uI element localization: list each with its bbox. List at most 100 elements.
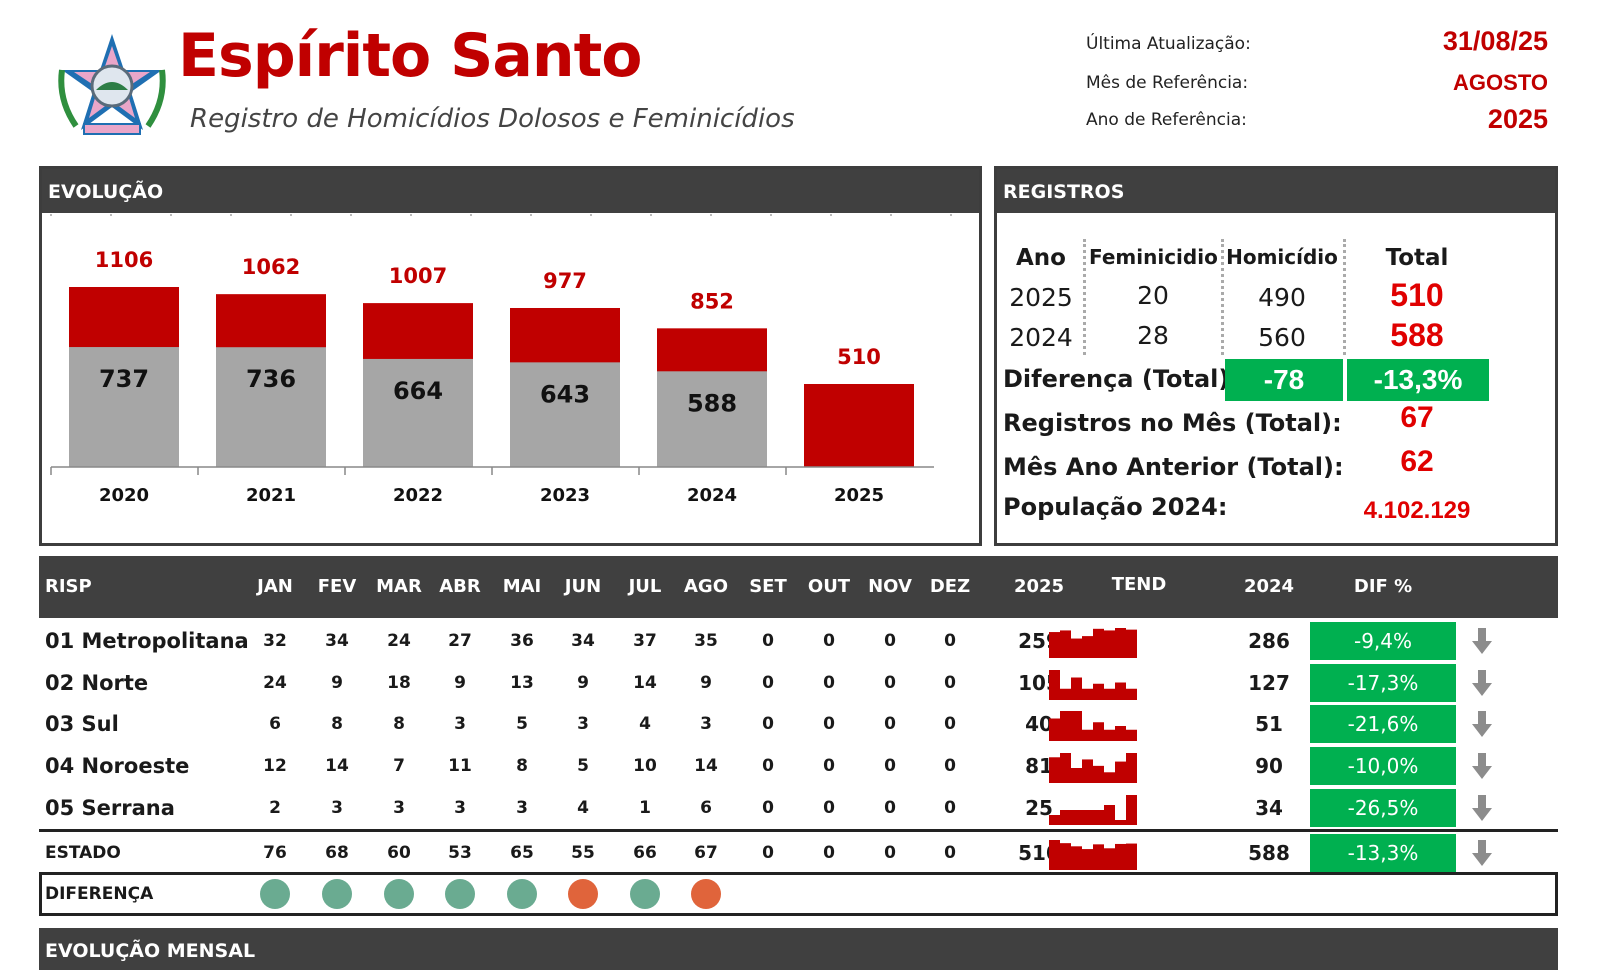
trend-bar: [1115, 628, 1126, 658]
total-2024: 90: [1255, 754, 1283, 778]
month-value: 0: [944, 798, 956, 818]
month-value: 6: [269, 714, 281, 734]
x-tick-label-2022: 2022: [393, 485, 443, 506]
row-2024-feminicidio: 28: [1137, 321, 1169, 350]
month-value: 14: [694, 756, 718, 776]
month-value: 0: [823, 714, 835, 734]
row-2025-ano: 2025: [1009, 283, 1073, 312]
month-value: 60: [387, 843, 411, 863]
difference-row: DIFERENÇA: [39, 872, 1558, 916]
month-value: 0: [823, 843, 835, 863]
month-value: 0: [823, 756, 835, 776]
trend-bar: [1104, 805, 1115, 825]
records-panel: REGISTROS Ano Feminicidio Homicídio Tota…: [994, 166, 1558, 546]
total-2024: 51: [1255, 712, 1283, 736]
month-value: 8: [331, 714, 343, 734]
month-value: 0: [884, 843, 896, 863]
trend-bar: [1071, 711, 1082, 741]
trend-bar: [1082, 636, 1093, 658]
month-value: 76: [263, 843, 287, 863]
down-arrow-icon: [1472, 795, 1492, 821]
month-value: 3: [700, 714, 712, 734]
row-2025-feminicidio: 20: [1137, 281, 1169, 310]
col-header-month-dez: DEZ: [929, 576, 971, 597]
month-value: 11: [448, 756, 472, 776]
month-value: 0: [823, 673, 835, 693]
month-value: 3: [577, 714, 589, 734]
row-name: 01 Metropolitana: [45, 629, 249, 653]
trend-bar: [1060, 711, 1071, 741]
bar-homicide-label-2021: 736: [246, 365, 296, 393]
trend-bar: [1126, 843, 1137, 870]
evolution-panel: EVOLUÇÃO 1106 737 2020 1062 736 2021 1007 664 20…: [39, 166, 982, 546]
down-arrow-icon: [1472, 628, 1492, 654]
col-header-2025: 2025: [1013, 576, 1065, 597]
evolution-bar-chart: 1106 737 2020 1062 736 2021 1007 664 2022 977 643 2…: [50, 214, 970, 506]
trend-bar: [1093, 765, 1104, 783]
col-header-dif: DIF %: [1353, 576, 1413, 597]
down-arrow-icon: [1472, 840, 1492, 866]
month-value: 24: [263, 673, 287, 693]
trend-bar: [1104, 772, 1115, 783]
trend-bar: [1049, 840, 1060, 870]
trend-bar: [1071, 677, 1082, 700]
difference-indicator-dot: [445, 879, 475, 909]
trend-bar: [1115, 761, 1126, 783]
col-header-total: Total: [1385, 245, 1449, 271]
col-header-month-out: OUT: [807, 576, 851, 597]
month-records-label: Registros no Mês (Total):: [1003, 409, 1342, 437]
trend-sparkline: [1049, 670, 1137, 700]
month-value: 0: [944, 843, 956, 863]
dif-percent-badge: -17,3%: [1310, 664, 1456, 702]
bar-homicide-2020: [69, 347, 179, 467]
month-value: 68: [325, 843, 349, 863]
month-value: 13: [510, 673, 534, 693]
total-2024: 34: [1255, 796, 1283, 820]
row-2024-homicidio: 560: [1258, 323, 1306, 352]
month-value: 0: [944, 756, 956, 776]
trend-bar: [1071, 846, 1082, 870]
table-row: 01 Metropolitana 32 34 24 27 36 34 37 35 0 0 0 0 259 2…: [39, 620, 1558, 662]
dif-percent-badge: -13,3%: [1310, 834, 1456, 872]
x-tick-label-2023: 2023: [540, 485, 590, 506]
last-update-value: 31/08/25: [1442, 26, 1548, 56]
bar-homicide-2023: [510, 362, 620, 467]
reference-year-value: 2025: [1487, 104, 1548, 134]
month-value: 9: [454, 673, 466, 693]
bar-total-label-2022: 1007: [389, 264, 447, 288]
month-value: 3: [454, 798, 466, 818]
trend-sparkline: [1049, 795, 1137, 825]
trend-bar: [1060, 810, 1071, 825]
month-value: 12: [263, 756, 287, 776]
trend-bar: [1104, 848, 1115, 870]
total-2025: 40: [1025, 712, 1053, 736]
month-value: 4: [639, 714, 651, 734]
col-header-2024: 2024: [1243, 576, 1295, 597]
trend-bar: [1049, 757, 1060, 783]
month-value: 0: [762, 673, 774, 693]
trend-bar: [1071, 768, 1082, 783]
row-name: 04 Noroeste: [45, 754, 190, 778]
col-header-month-ago: AGO: [683, 576, 728, 597]
total-2025: 81: [1025, 754, 1053, 778]
trend-bar: [1093, 844, 1104, 870]
month-value: 0: [884, 714, 896, 734]
month-value: 0: [762, 631, 774, 651]
trend-bar: [1115, 682, 1126, 700]
month-value: 8: [393, 714, 405, 734]
month-value: 9: [577, 673, 589, 693]
bar-homicide-label-2024: 588: [687, 389, 737, 417]
last-update-label: Última Atualização:: [1086, 34, 1251, 54]
trend-bar: [1104, 729, 1115, 741]
month-value: 9: [700, 673, 712, 693]
month-value: 3: [454, 714, 466, 734]
bar-total-label-2021: 1062: [242, 255, 300, 279]
month-value: 66: [633, 843, 657, 863]
previous-year-month-value: 62: [1400, 445, 1434, 478]
table-row: 03 Sul 6 8 8 3 5 3 4 3 0 0 0 0 40 51 -21,6%: [39, 703, 1558, 745]
col-header-tend: TEND: [1111, 574, 1167, 595]
col-header-homicidio: Homicídio: [1226, 245, 1338, 269]
monthly-evolution-panel-title: EVOLUÇÃO MENSAL: [39, 928, 1558, 970]
month-value: 0: [884, 673, 896, 693]
trend-bar: [1115, 726, 1126, 741]
